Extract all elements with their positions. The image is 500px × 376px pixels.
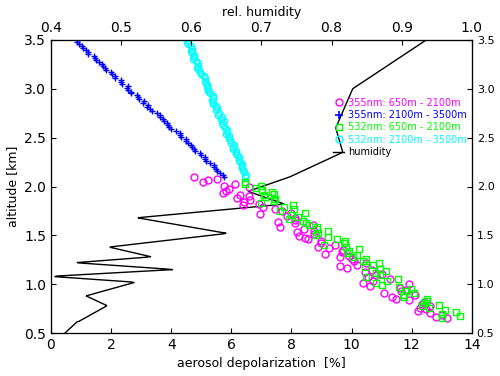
X-axis label: aerosol depolarization  [%]: aerosol depolarization [%] bbox=[177, 358, 346, 370]
Legend: 355nm: 650m - 2100m, 355nm: 2100m - 3500m, 532nm: 650m - 2100m, 532nm: 2100m - 3: 355nm: 650m - 2100m, 355nm: 2100m - 3500… bbox=[332, 98, 467, 157]
Y-axis label: altitude [km]: altitude [km] bbox=[6, 146, 18, 227]
X-axis label: rel. humidity: rel. humidity bbox=[222, 6, 301, 18]
